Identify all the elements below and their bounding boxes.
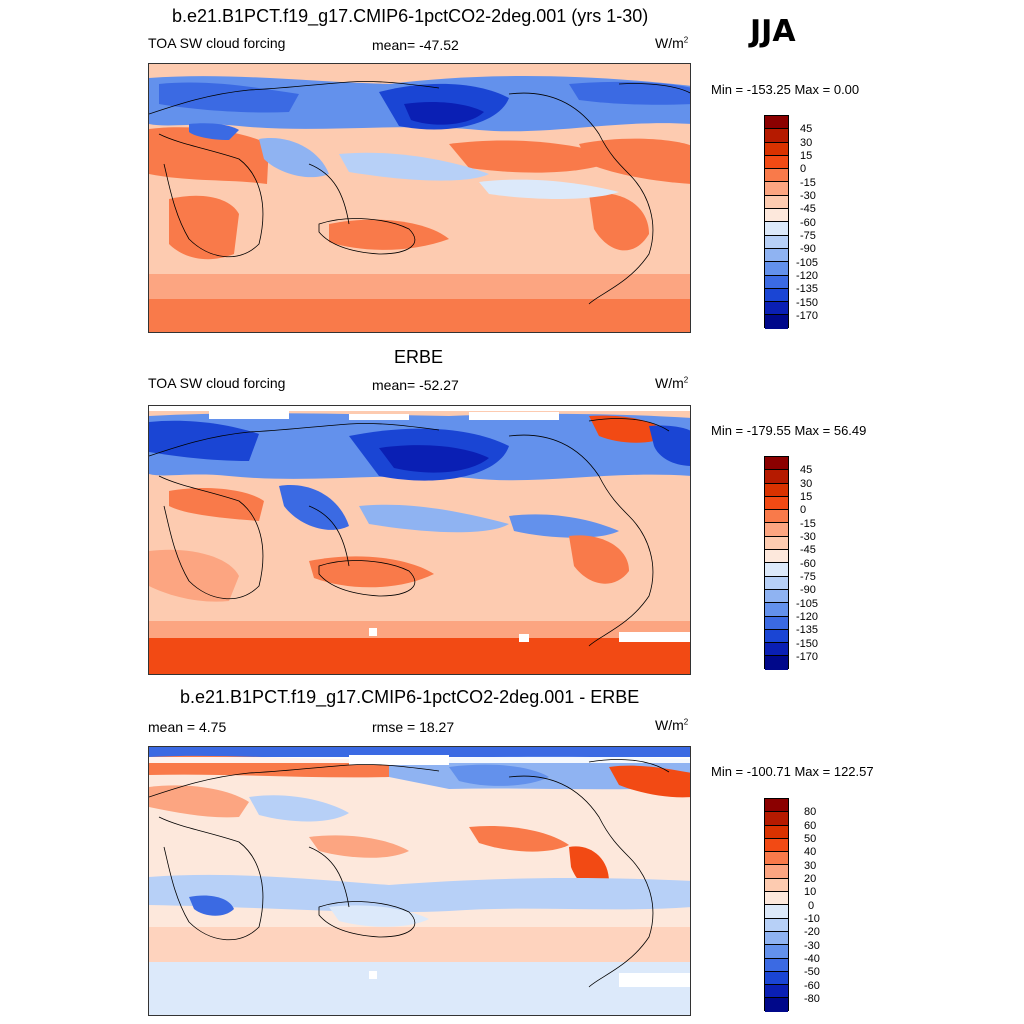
colorbar-tick-label: -105 <box>796 257 819 269</box>
colorbar-tick-label: -40 <box>804 953 820 965</box>
panel1-colorbar <box>764 115 789 329</box>
colorbar-tick-label: -120 <box>796 270 819 282</box>
colorbar-tick-label: 50 <box>804 833 817 845</box>
panel2-mean-label: mean= -52.27 <box>372 377 459 393</box>
colorbar-tick-label: -170 <box>796 651 819 663</box>
colorbar-tick-label: 60 <box>804 820 817 832</box>
colorbar-tick-label: -45 <box>800 203 816 215</box>
colorbar-tick-label: -75 <box>800 571 816 583</box>
colorbar-tick-label: -45 <box>800 544 816 556</box>
colorbar-tick-label: -30 <box>800 190 816 202</box>
panel1-title: b.e21.B1PCT.f19_g17.CMIP6-1pctCO2-2deg.0… <box>172 6 649 26</box>
colorbar-tick-label: -20 <box>804 926 820 938</box>
colorbar-tick-label: 10 <box>804 886 817 898</box>
colorbar-tick-label: -60 <box>804 980 820 992</box>
colorbar-tick-label: -135 <box>796 624 819 636</box>
colorbar-tick-label: -105 <box>796 598 819 610</box>
colorbar-tick-label: 30 <box>800 137 813 149</box>
colorbar-tick-label: -50 <box>804 966 820 978</box>
colorbar-tick-label: -10 <box>804 913 820 925</box>
panel3-title: b.e21.B1PCT.f19_g17.CMIP6-1pctCO2-2deg.0… <box>180 687 640 707</box>
panel2-minmax: Min = -179.55 Max = 56.49 <box>711 423 867 438</box>
colorbar-tick-label: 40 <box>804 846 817 858</box>
colorbar-tick-label: -90 <box>800 584 816 596</box>
panel1-variable-label: TOA SW cloud forcing <box>148 35 286 51</box>
panel1-minmax: Min = -153.25 Max = 0.00 <box>711 82 860 97</box>
panel2-variable-label: TOA SW cloud forcing <box>148 375 286 391</box>
colorbar-tick-label: -30 <box>800 531 816 543</box>
panel3-colorbar <box>764 798 789 1012</box>
colorbar-tick-label: -60 <box>800 217 816 229</box>
panel1-mean-label: mean= -47.52 <box>372 37 459 53</box>
colorbar-tick-label: 0 <box>800 504 807 516</box>
panel1-map <box>148 63 691 333</box>
colorbar-tick-label: -15 <box>800 177 816 189</box>
panel3-rmse-label: rmse = 18.27 <box>372 719 455 735</box>
colorbar-tick-label: 20 <box>804 873 817 885</box>
panel3-map <box>148 746 691 1016</box>
colorbar-tick-label: -15 <box>800 518 816 530</box>
colorbar-tick-label: -60 <box>800 558 816 570</box>
panel2-map <box>148 405 691 675</box>
colorbar-tick-label: 30 <box>804 860 817 872</box>
colorbar-tick-label: 0 <box>808 900 815 912</box>
colorbar-tick-label: 30 <box>800 478 813 490</box>
colorbar-tick-label: 80 <box>804 806 817 818</box>
colorbar-tick-label: -80 <box>804 993 820 1005</box>
colorbar-tick-label: 15 <box>800 491 813 503</box>
colorbar-tick-label: -90 <box>800 243 816 255</box>
colorbar-tick-label: -150 <box>796 297 819 309</box>
colorbar-tick-label: -135 <box>796 283 819 295</box>
colorbar-tick-label: -150 <box>796 638 819 650</box>
colorbar-tick-label: -120 <box>796 611 819 623</box>
panel2-units: W/m2 <box>655 375 689 391</box>
colorbar-tick-label: 0 <box>800 163 807 175</box>
panel2-title: ERBE <box>394 347 444 367</box>
panel2-colorbar <box>764 456 789 670</box>
season-label: JJA <box>750 14 796 49</box>
colorbar-tick-label: 45 <box>800 464 813 476</box>
colorbar-tick-label: -170 <box>796 310 819 322</box>
colorbar-tick-label: 45 <box>800 123 813 135</box>
panel3-mean-label: mean = 4.75 <box>148 719 227 735</box>
colorbar-tick-label: 15 <box>800 150 813 162</box>
panel3-minmax: Min = -100.71 Max = 122.57 <box>711 764 874 779</box>
colorbar-tick-label: -30 <box>804 940 820 952</box>
panel1-units: W/m2 <box>655 35 689 51</box>
panel3-units: W/m2 <box>655 717 689 733</box>
colorbar-tick-label: -75 <box>800 230 816 242</box>
